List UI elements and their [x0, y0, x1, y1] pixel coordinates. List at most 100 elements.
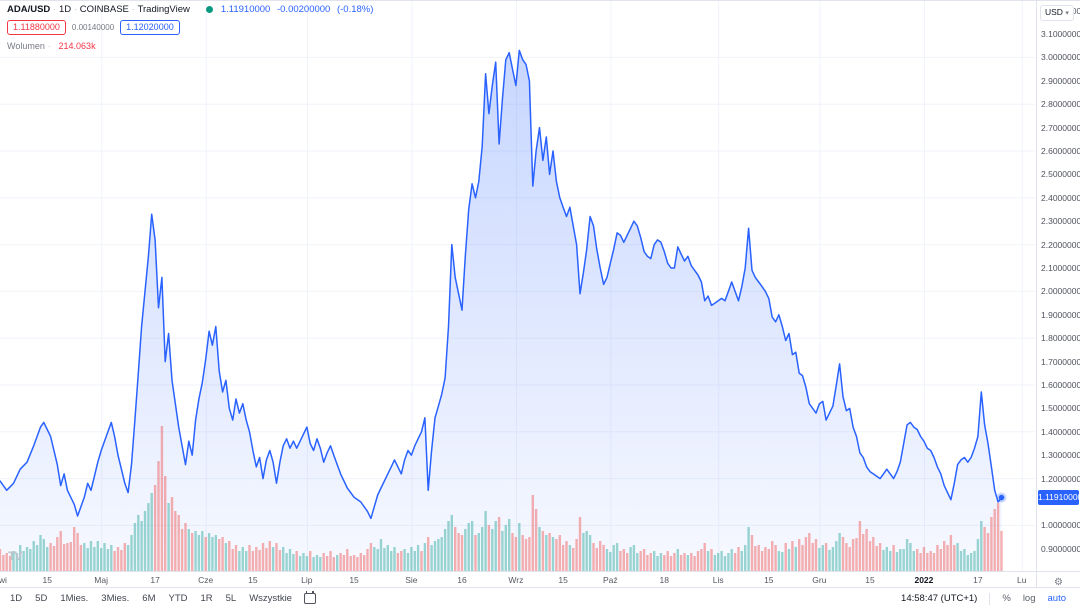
- volume-bar: [157, 461, 160, 571]
- log-scale-button[interactable]: log: [1022, 593, 1036, 604]
- volume-bar: [551, 537, 555, 571]
- legend-separator: ·: [74, 5, 77, 14]
- range-button-3mies[interactable]: 3Mies.: [101, 593, 130, 604]
- tradingview-logo[interactable]: TV: [8, 549, 22, 563]
- volume-bar: [187, 529, 190, 571]
- go-to-date-calendar-icon[interactable]: [303, 591, 316, 604]
- volume-bar: [59, 531, 62, 571]
- volume-bar: [686, 555, 690, 571]
- volume-bar: [764, 547, 767, 571]
- currency-dropdown[interactable]: USD ▾: [1040, 5, 1074, 21]
- volume-bar: [282, 547, 285, 571]
- volume-bar: [629, 547, 632, 571]
- volume-bar: [986, 533, 990, 571]
- range-button-5l[interactable]: 5L: [225, 593, 237, 604]
- volume-bar: [211, 537, 214, 571]
- volume-bar: [821, 545, 824, 571]
- volume-bar: [615, 543, 619, 571]
- volume-bar: [440, 537, 443, 571]
- volume-bar: [42, 539, 45, 571]
- percent-scale-button[interactable]: %: [1002, 593, 1011, 604]
- volume-bar: [383, 548, 386, 571]
- range-button-1mies[interactable]: 1Mies.: [60, 593, 89, 604]
- interval-label[interactable]: 1D: [58, 4, 72, 15]
- volume-bar: [170, 497, 174, 571]
- volume-bar: [983, 527, 986, 571]
- volume-bar: [858, 521, 862, 571]
- price-axis[interactable]: 3.200000003.100000003.000000002.90000000…: [1036, 1, 1080, 571]
- time-axis-label: Paź: [603, 575, 618, 585]
- time-axis[interactable]: Kwi 15 Maj 17 Cze 15 Lip 15 Sie 16 Wrz 15 Paź 18 Lis 15…: [0, 571, 1036, 587]
- volume-bar: [184, 523, 187, 571]
- legend-separator: ·: [131, 5, 135, 14]
- volume-bar: [228, 541, 231, 571]
- volume-bar: [824, 543, 828, 571]
- volume-bar: [548, 533, 551, 571]
- volume-bar: [224, 543, 228, 571]
- buy-price-button[interactable]: 1.12020000: [120, 20, 180, 35]
- volume-bar: [430, 545, 433, 571]
- current-price-tag: 1.11910000: [1038, 490, 1080, 505]
- time-axis-label: Lip: [301, 575, 313, 585]
- legend-separator: ·: [53, 5, 56, 14]
- price-axis-label: 1.20000000: [1041, 473, 1080, 484]
- volume-bar: [619, 551, 622, 571]
- volume-bar: [545, 535, 548, 571]
- provider-label[interactable]: TradingView: [137, 4, 190, 15]
- price-axis-label: 3.00000000: [1041, 52, 1080, 63]
- volume-bar: [221, 537, 224, 571]
- volume-bar: [784, 543, 787, 571]
- volume-bar: [302, 553, 305, 571]
- range-button-5d[interactable]: 5D: [35, 593, 48, 604]
- volume-bar: [319, 557, 322, 571]
- volume-bar: [700, 549, 703, 571]
- volume-bar: [669, 556, 673, 571]
- range-button-1d[interactable]: 1D: [10, 593, 23, 604]
- volume-bar: [241, 547, 244, 571]
- volume-bar: [895, 552, 899, 571]
- volume-bar: [325, 556, 329, 571]
- range-button-wszystkie[interactable]: Wszystkie: [249, 593, 292, 604]
- price-axis-label: 2.00000000: [1041, 286, 1080, 297]
- volume-bar: [703, 543, 706, 571]
- price-axis-label: 1.30000000: [1041, 450, 1080, 461]
- volume-bar: [656, 556, 659, 571]
- auto-scale-button[interactable]: auto: [1047, 593, 1067, 604]
- volume-bar: [177, 515, 180, 571]
- volume-bar: [103, 543, 106, 571]
- volume-bar: [312, 557, 315, 571]
- range-button-ytd[interactable]: YTD: [168, 593, 188, 604]
- volume-bar: [153, 485, 157, 571]
- time-axis-label: Lu: [1016, 575, 1027, 585]
- volume-bar: [234, 545, 238, 571]
- time-axis-label: 15: [248, 575, 258, 585]
- volume-bar: [265, 548, 268, 571]
- volume-bar: [298, 556, 302, 571]
- range-button-6m[interactable]: 6M: [142, 593, 156, 604]
- volume-bar: [605, 549, 609, 571]
- gear-icon[interactable]: ⚙: [1054, 577, 1063, 588]
- volume-bar: [973, 551, 976, 571]
- volume-bar: [52, 546, 56, 571]
- volume-bar: [100, 548, 103, 571]
- volume-bar: [460, 535, 464, 571]
- volume-bar: [912, 551, 915, 571]
- volume-bar: [433, 541, 437, 571]
- time-axis-label: Kwi: [0, 575, 7, 585]
- symbol-title[interactable]: ADA/USD: [7, 4, 51, 15]
- volume-bar: [406, 553, 410, 571]
- volume-bar: [140, 521, 143, 571]
- volume-bar: [8, 556, 12, 571]
- volume-bar: [679, 555, 683, 571]
- volume-bar: [25, 547, 29, 571]
- chart-pane[interactable]: ADA/USD · 1D · COINBASE · TradingView 1.…: [0, 1, 1036, 571]
- volume-bar: [848, 547, 851, 571]
- chart-canvas[interactable]: [0, 1, 1036, 571]
- volume-bar: [541, 531, 545, 571]
- sell-price-button[interactable]: 1.11880000: [7, 20, 66, 35]
- volume-bar: [693, 556, 696, 571]
- volume-bar: [649, 553, 652, 571]
- range-button-1r[interactable]: 1R: [200, 593, 213, 604]
- price-axis-label: 2.40000000: [1041, 192, 1080, 203]
- volume-bar: [487, 525, 491, 571]
